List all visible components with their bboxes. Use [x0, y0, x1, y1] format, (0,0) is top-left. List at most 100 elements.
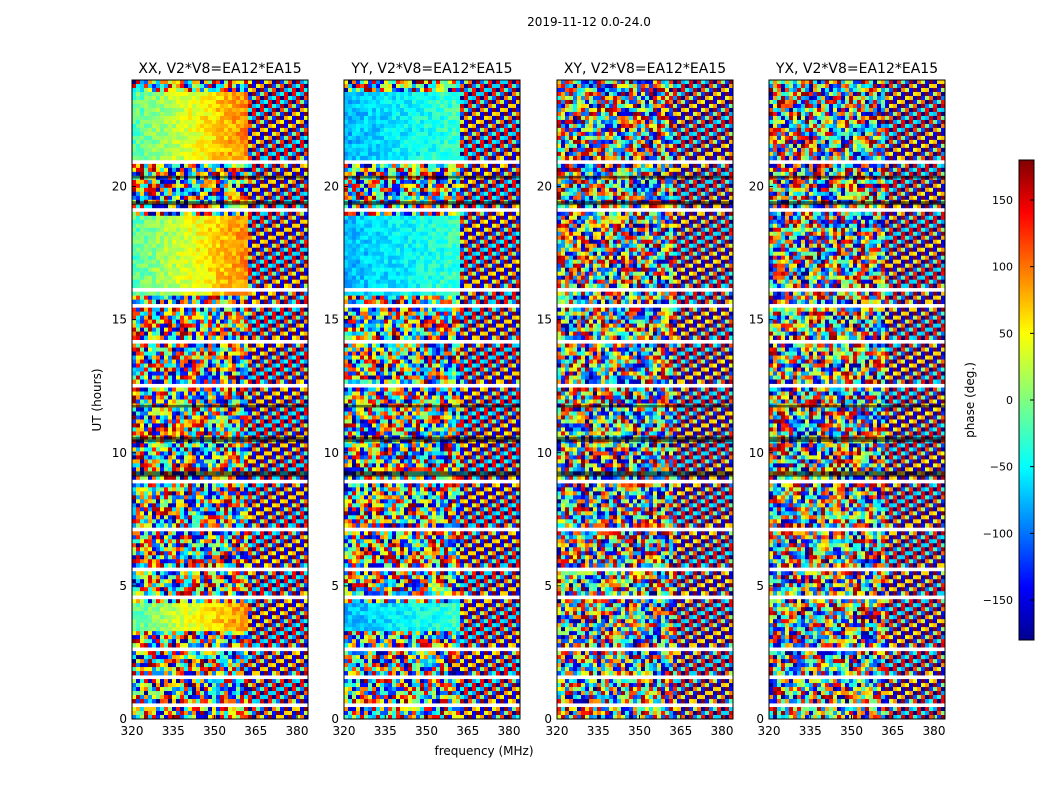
panel-xx-cell — [188, 192, 192, 196]
panel-xx-cell — [292, 104, 296, 108]
panel-xx-cell — [276, 128, 280, 132]
panel-xx-cell — [300, 140, 304, 144]
panel-xx-cell — [168, 128, 172, 132]
panel-xx-cell — [140, 112, 144, 116]
panel-xx-cell — [264, 84, 268, 88]
panel-xx-cell — [280, 88, 284, 92]
panel-xx-cell — [148, 120, 152, 124]
panel-xx-cell — [208, 172, 212, 176]
panel-xx-cell — [268, 88, 272, 92]
panel-xx-cell — [200, 196, 204, 200]
panel-xx-cell — [252, 144, 256, 148]
panel-xx-cell — [220, 120, 224, 124]
panel-xx-cell — [164, 132, 168, 136]
panel-xx-cell — [264, 152, 268, 156]
panel-xx-cell — [184, 184, 188, 188]
panel-xx-cell — [204, 172, 208, 176]
panel-xx-cell — [208, 188, 212, 192]
panel-xx-cell — [140, 92, 144, 96]
panel-xx-cell — [168, 184, 172, 188]
panel-xx-cell — [300, 120, 304, 124]
panel-xx-cell — [136, 172, 140, 176]
panel-xx-cell — [240, 152, 244, 156]
panel-xx-cell — [252, 152, 256, 156]
panel-xx-cell — [140, 164, 144, 168]
panel-xx-cell — [148, 140, 152, 144]
panel-xx-cell — [156, 144, 160, 148]
panel-xx-cell — [276, 148, 280, 152]
panel-xx-cell — [264, 180, 268, 184]
panel-xx-cell — [248, 132, 252, 136]
panel-xx-cell — [176, 144, 180, 148]
panel-xx-cell — [272, 152, 276, 156]
panel-xx-cell — [132, 168, 136, 172]
panel-xx-cell — [172, 88, 176, 92]
panel-xx-cell — [268, 104, 272, 108]
panel-xx-cell — [152, 180, 156, 184]
panel-xx-cell — [256, 188, 260, 192]
panel-xx-cell — [168, 140, 172, 144]
panel-xx-cell — [244, 156, 248, 160]
panel-xx-cell — [176, 164, 180, 168]
panel-xx-cell — [300, 80, 304, 84]
panel-xx-cell — [280, 188, 284, 192]
panel-xx-cell — [180, 84, 184, 88]
panel-xx-cell — [264, 184, 268, 188]
panel-xx-cell — [256, 124, 260, 128]
panel-xx-cell — [268, 180, 272, 184]
panel-xx-cell — [200, 144, 204, 148]
panel-xx-cell — [276, 156, 280, 160]
panel-xx-cell — [284, 152, 288, 156]
panel-xx-cell — [212, 124, 216, 128]
panel-xx-cell — [264, 172, 268, 176]
panel-xx-cell — [224, 168, 228, 172]
panel-xx-cell — [296, 188, 300, 192]
panel-xx-cell — [152, 88, 156, 92]
panel-xx-cell — [284, 88, 288, 92]
panel-xx-cell — [204, 196, 208, 200]
panel-xx-cell — [280, 116, 284, 120]
panel-xx-cell — [188, 84, 192, 88]
panel-xx-cell — [300, 148, 304, 152]
panel-xx-cell — [196, 152, 200, 156]
panel-xx-cell — [248, 96, 252, 100]
panel-xx-cell — [148, 156, 152, 160]
panel-xx-cell — [300, 180, 304, 184]
panel-xx-cell — [140, 140, 144, 144]
panel-xx-cell — [220, 188, 224, 192]
panel-xx-cell — [168, 124, 172, 128]
panel-xx-cell — [196, 80, 200, 84]
panel-xx-cell — [180, 152, 184, 156]
panel-xx-cell — [248, 84, 252, 88]
panel-xx-cell — [188, 196, 192, 200]
panel-xx-cell — [284, 148, 288, 152]
panel-xx-cell — [136, 136, 140, 140]
panel-xx-cell — [140, 116, 144, 120]
panel-xx-cell — [192, 192, 196, 196]
panel-xx-cell — [296, 164, 300, 168]
panel-xx-cell — [144, 108, 148, 112]
panel-xx-cell — [216, 100, 220, 104]
panel-xx-cell — [264, 144, 268, 148]
panel-xx-cell — [240, 120, 244, 124]
panel-xx-cell — [216, 168, 220, 172]
panel-xx-cell — [284, 136, 288, 140]
panel-xx-cell — [200, 80, 204, 84]
panel-xx-cell — [276, 164, 280, 168]
panel-xx-cell — [172, 124, 176, 128]
panel-xx-cell — [136, 128, 140, 132]
panel-xx-cell — [192, 180, 196, 184]
panel-xx-cell — [136, 180, 140, 184]
panel-xx-cell — [216, 196, 220, 200]
panel-xx-cell — [256, 116, 260, 120]
panel-xx-cell — [160, 108, 164, 112]
panel-xx-cell — [216, 144, 220, 148]
panel-xx-cell — [168, 120, 172, 124]
panel-xx-cell — [292, 80, 296, 84]
panel-xx-cell — [160, 88, 164, 92]
panel-xx-cell — [300, 184, 304, 188]
panel-xx-cell — [264, 88, 268, 92]
panel-xx-cell — [168, 92, 172, 96]
panel-xx-cell — [240, 116, 244, 120]
panel-xx-cell — [232, 128, 236, 132]
